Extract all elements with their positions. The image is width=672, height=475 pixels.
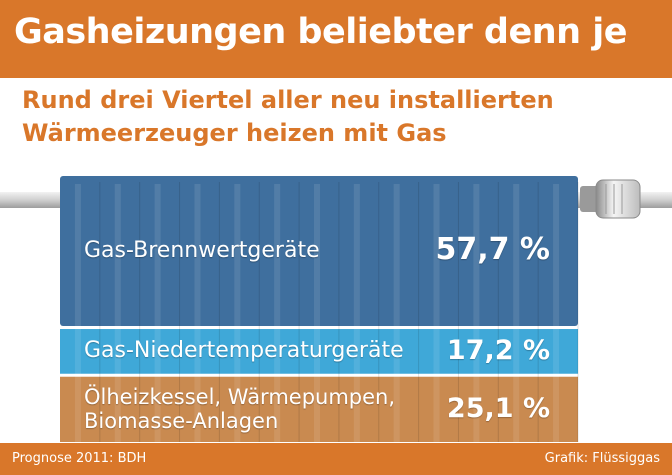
thermostat-valve-icon [580, 179, 641, 219]
radiator-fins [74, 182, 579, 442]
segment-gas-niedertemperatur [60, 329, 578, 374]
radiator-fin [154, 184, 161, 442]
segment-value-gas-niedertemperatur: 17,2 % [446, 334, 550, 366]
radiator-fin [114, 184, 121, 442]
title-bar: Gasheizungen beliebter denn je [0, 0, 672, 78]
radiator-fin [274, 184, 281, 442]
segment-label-oel-line-1: Ölheizkessel, Wärmepumpen, [84, 385, 396, 410]
radiator-fin [433, 184, 440, 442]
radiator-chart: Gas-Brennwertgeräte 57,7 % Gas-Niedertem… [0, 170, 672, 442]
radiator-fin [234, 184, 241, 442]
segment-label-oel-line-2: Biomasse-Anlagen [84, 409, 279, 434]
segment-oel-waermepumpen [60, 376, 578, 442]
segment-value-gas-brennwert: 57,7 % [435, 232, 550, 268]
radiator-fin [314, 184, 320, 442]
footer: Prognose 2011: BDH Grafik: Flüssiggas [0, 443, 672, 475]
subtitle-line-2: Wärmeerzeuger heizen mit Gas [22, 119, 447, 147]
radiator-fin [74, 184, 81, 442]
subtitle-line-1: Rund drei Viertel aller neu installierte… [22, 86, 554, 114]
radiator-segments [60, 176, 578, 442]
radiator-fin [194, 184, 201, 442]
page-title: Gasheizungen beliebter denn je [14, 12, 627, 52]
radiator-fin [473, 184, 480, 442]
radiator-fin [513, 184, 520, 442]
footer-credit: Grafik: Flüssiggas [544, 451, 660, 466]
radiator-chart-svg [0, 176, 672, 442]
radiator-fin [393, 184, 400, 442]
radiator-fin [353, 184, 360, 442]
radiator-fin [553, 184, 560, 442]
segment-value-oel-waermepumpen: 25,1 % [446, 392, 550, 424]
footer-source: Prognose 2011: BDH [12, 451, 147, 466]
segment-label-oel-waermepumpen: Ölheizkessel, Wärmepumpen, Biomasse-Anla… [84, 385, 395, 433]
segment-label-gas-niedertemperatur: Gas-Niedertemperaturgeräte [84, 338, 404, 364]
segment-gas-brennwert [60, 176, 578, 327]
segment-label-gas-brennwert: Gas-Brennwertgeräte [84, 238, 320, 263]
subtitle: Rund drei Viertel aller neu installierte… [22, 84, 662, 150]
